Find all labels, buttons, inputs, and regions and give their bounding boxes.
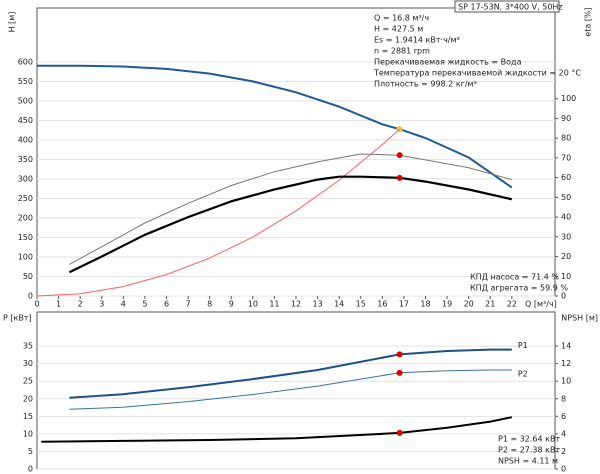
x-tick-label: 9 [229, 300, 234, 309]
x-tick-label: 20 [464, 300, 474, 309]
y2-tick-label: 8 [561, 394, 566, 403]
curve [69, 153, 512, 265]
y-axis-label: P [кВт] [3, 314, 32, 323]
y2-tick-label: 0 [561, 292, 566, 301]
y-tick-label: 350 [18, 155, 33, 164]
x-tick-label: 16 [377, 300, 387, 309]
x-tick-label: 5 [142, 300, 147, 309]
y2-tick-label: 50 [561, 193, 571, 202]
x-tick-label: 4 [121, 300, 126, 309]
x-tick-label: 18 [420, 300, 430, 309]
x-tick-label: 14 [334, 300, 344, 309]
y-tick-label: 200 [18, 213, 33, 222]
chart-title: SP 17-53N, 3*400 V, 50Hz [458, 3, 563, 12]
y2-tick-label: 100 [561, 94, 576, 103]
series-label: P2 [518, 369, 528, 378]
x-tick-label: 21 [485, 300, 495, 309]
y-tick-label: 300 [18, 174, 33, 183]
y-tick-label: 20 [23, 394, 33, 403]
y-tick-label: 5 [28, 447, 33, 456]
y-tick-label: 400 [18, 135, 33, 144]
info-line: H = 427.5 м [374, 25, 423, 34]
x-tick-label: 12 [291, 300, 301, 309]
x-tick-label: 22 [507, 300, 517, 309]
info-line: Плотность = 998.2 кг/м³ [374, 80, 477, 89]
x-tick-label: 3 [99, 300, 104, 309]
y-tick-label: 10 [23, 429, 33, 438]
y-tick-label: 550 [18, 77, 33, 86]
y-tick-label: 0 [28, 292, 33, 301]
y-tick-label: 25 [23, 377, 33, 386]
y2-tick-label: 20 [561, 252, 571, 261]
operating-point [396, 369, 403, 376]
result-note: КПД насоса = 71.4 % [470, 273, 559, 282]
y-tick-label: 15 [23, 412, 33, 421]
operating-point [396, 152, 403, 159]
curve [41, 416, 513, 443]
bottom-frame [36, 311, 556, 470]
title-box [454, 0, 560, 13]
x-axis-label: Q [м³/ч] [525, 300, 557, 309]
y2-tick-label: 60 [561, 173, 571, 182]
operating-point [396, 429, 403, 436]
y2-tick-label: 0 [561, 465, 566, 474]
info-line: Q = 16.8 м³/ч [374, 14, 429, 23]
y2-tick-label: 30 [561, 232, 571, 241]
y2-axis-label: eta [%] [584, 7, 593, 36]
operating-point [396, 174, 403, 181]
y2-tick-label: 90 [561, 114, 571, 123]
y-tick-label: 250 [18, 194, 33, 203]
result-note: NPSH = 4.11 м [498, 457, 558, 466]
y-tick-label: 100 [18, 252, 33, 261]
x-tick-label: 11 [269, 300, 279, 309]
result-note: P1 = 32.64 кВт [498, 435, 560, 444]
y-tick-label: 450 [18, 116, 33, 125]
x-tick-label: 7 [186, 300, 191, 309]
y-tick-label: 30 [23, 359, 33, 368]
info-line: n = 2881 rpm [374, 47, 430, 56]
y-tick-label: 500 [18, 96, 33, 105]
y-tick-label: 35 [23, 342, 33, 351]
x-tick-label: 0 [34, 300, 39, 309]
curve [69, 348, 512, 399]
y2-tick-label: 2 [561, 447, 566, 456]
x-tick-label: 2 [78, 300, 83, 309]
curve [68, 175, 513, 274]
result-note: КПД агрегата = 59.9 % [470, 284, 568, 293]
result-note: P2 = 27.38 кВт [498, 446, 560, 455]
y-tick-label: 600 [18, 57, 33, 66]
top-frame [36, 7, 556, 297]
x-tick-label: 8 [207, 300, 212, 309]
y-tick-label: 0 [28, 465, 33, 474]
y-tick-label: 50 [23, 272, 33, 281]
y2-tick-label: 10 [561, 272, 571, 281]
info-line: Температура перекачиваемой жидкости = 20… [373, 69, 581, 78]
info-line: Es = 1.9414 кВт·ч/м³ [374, 36, 460, 45]
curve [36, 128, 400, 297]
operating-point [396, 351, 403, 358]
y-tick-label: 150 [18, 233, 33, 242]
x-tick-label: 15 [356, 300, 366, 309]
y2-axis-label: NPSH [м] [561, 314, 598, 323]
y2-tick-label: 70 [561, 153, 571, 162]
y-axis-label: H [м] [8, 12, 17, 33]
y2-tick-label: 6 [561, 412, 566, 421]
y2-tick-label: 14 [561, 342, 571, 351]
x-tick-label: 19 [442, 300, 452, 309]
curve [37, 64, 513, 189]
info-line: Перекачиваемая жидкость = Вода [374, 58, 522, 67]
y2-tick-label: 80 [561, 134, 571, 143]
y2-tick-label: 10 [561, 377, 571, 386]
x-tick-label: 6 [164, 300, 169, 309]
x-tick-label: 13 [312, 300, 322, 309]
x-tick-label: 10 [248, 300, 258, 309]
y2-tick-label: 12 [561, 359, 571, 368]
series-label: P1 [518, 341, 528, 350]
y2-tick-label: 40 [561, 213, 571, 222]
curve [69, 369, 512, 410]
x-tick-label: 1 [56, 300, 61, 309]
x-tick-label: 17 [399, 300, 409, 309]
y2-tick-label: 4 [561, 429, 566, 438]
